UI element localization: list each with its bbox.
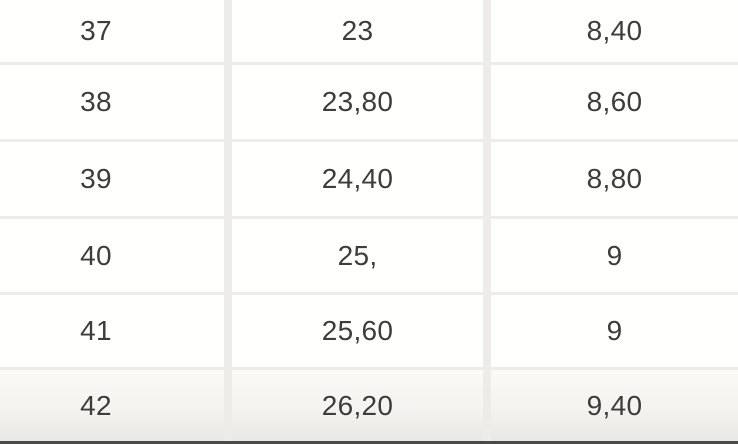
- table-cell: 23,80: [232, 65, 483, 139]
- bottom-dark-bar: [0, 441, 738, 444]
- table-cell: 9: [491, 219, 738, 292]
- table-cell: 37: [0, 0, 224, 62]
- table-cell: 9: [491, 295, 738, 367]
- table-cell: 8,60: [491, 65, 738, 139]
- table-cell: 8,40: [491, 0, 738, 62]
- table-cell: 41: [0, 295, 224, 367]
- table-cell: 9,40: [491, 370, 738, 441]
- table-cell: 40: [0, 219, 224, 292]
- table-cell: 25,: [232, 219, 483, 292]
- table-cell: 26,20: [232, 370, 483, 441]
- table-cell: 42: [0, 370, 224, 441]
- table-cell: 23: [232, 0, 483, 62]
- table-cell: 38: [0, 65, 224, 139]
- table-cell: 39: [0, 142, 224, 216]
- table-cell: 25,60: [232, 295, 483, 367]
- table-cell: 8,80: [491, 142, 738, 216]
- table-cell: 24,40: [232, 142, 483, 216]
